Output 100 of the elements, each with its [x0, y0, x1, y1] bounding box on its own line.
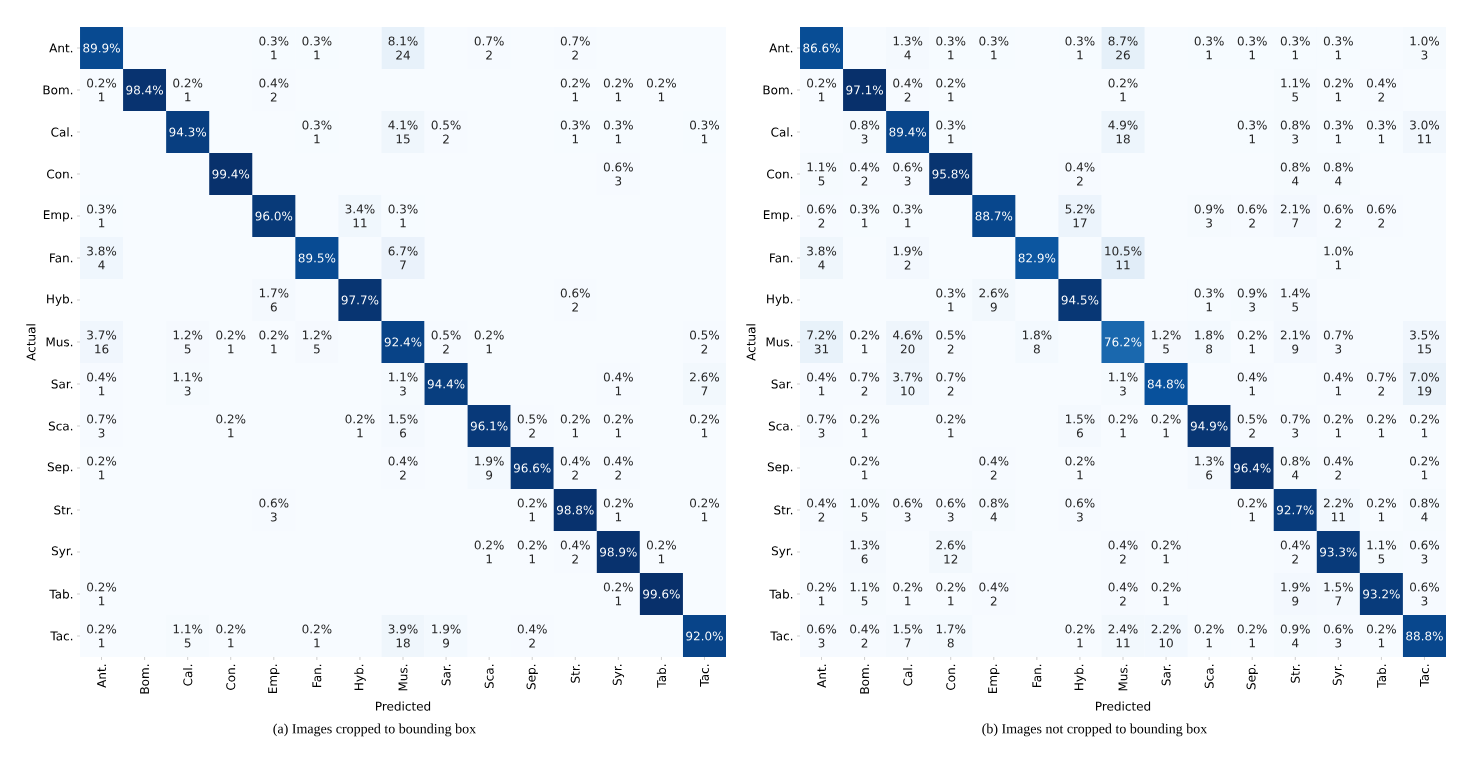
- annotation: 1: [486, 554, 492, 564]
- data-label: 96.6%: [513, 463, 551, 473]
- annotation: 2: [947, 344, 954, 354]
- data-label: 0.3%: [560, 120, 590, 130]
- annotation: 1: [948, 92, 954, 102]
- data-label: 99.4%: [212, 169, 250, 179]
- data-label: 0.6%: [936, 498, 966, 508]
- x-tick-label: Syr.: [612, 664, 625, 686]
- annotation: 1: [1077, 50, 1083, 60]
- annotation: 2: [861, 176, 868, 186]
- data-label: 98.8%: [556, 505, 594, 515]
- annotation: 1: [99, 386, 105, 396]
- data-label: 0.3%: [1323, 120, 1353, 130]
- data-label: 0.2%: [850, 456, 880, 466]
- annotation: 2: [818, 512, 825, 522]
- data-label: 0.6%: [893, 498, 923, 508]
- annotation: 2: [990, 470, 997, 480]
- annotation: 2: [1292, 554, 1298, 564]
- data-label: 6.7%: [388, 246, 418, 256]
- annotation: 1: [1249, 50, 1255, 60]
- y-tick-label: Bom.: [763, 85, 793, 95]
- data-label: 0.4%: [1237, 372, 1267, 382]
- data-label: 0.6%: [1065, 498, 1095, 508]
- data-label: 0.3%: [1194, 36, 1224, 46]
- data-label: 84.8%: [1147, 379, 1185, 389]
- data-label: 1.0%: [850, 498, 880, 508]
- data-label: 0.6%: [807, 624, 837, 634]
- data-label: 1.1%: [850, 582, 880, 592]
- x-tick-label: Str.: [1290, 664, 1300, 683]
- annotation: 1: [99, 92, 105, 102]
- annotation: 2: [572, 554, 578, 564]
- annotation: 3: [400, 386, 406, 396]
- data-label: 0.2%: [1151, 582, 1181, 592]
- data-label: 0.4%: [87, 372, 117, 382]
- x-tick-label: Hyb.: [354, 664, 366, 690]
- data-label: 1.8%: [1022, 330, 1052, 340]
- data-label: 0.2%: [1323, 78, 1353, 88]
- annotation: 2: [400, 470, 406, 480]
- annotation: 1: [1120, 92, 1126, 102]
- data-label: 0.6%: [259, 498, 289, 508]
- data-label: 0.3%: [1194, 288, 1224, 298]
- data-label: 0.9%: [1280, 624, 1310, 634]
- data-label: 0.2%: [646, 540, 676, 550]
- data-label: 0.2%: [1151, 540, 1181, 550]
- annotation: 1: [1120, 428, 1126, 438]
- annotation: 3: [1249, 302, 1256, 312]
- x-tick-label: Cal.: [183, 664, 193, 686]
- data-label: 0.2%: [87, 582, 117, 592]
- annotation: 1: [1249, 344, 1255, 354]
- data-label: 0.2%: [259, 330, 289, 340]
- annotation: 2: [1249, 218, 1255, 228]
- data-label: 88.8%: [1406, 631, 1443, 641]
- annotation: 4: [990, 512, 997, 522]
- x-tick-label: Fan.: [1032, 664, 1042, 687]
- annotation: 1: [948, 50, 954, 60]
- y-tick-label: Tab.: [769, 589, 793, 599]
- data-label: 1.4%: [1281, 288, 1310, 298]
- data-label: 98.9%: [600, 547, 637, 557]
- text: (b) Images not cropped to bounding box: [982, 723, 1208, 737]
- annotation: 2: [990, 596, 997, 606]
- x-tick-label: Fan.: [312, 664, 322, 687]
- x-tick-label: Bom.: [860, 664, 870, 694]
- y-tick-label: Tac.: [50, 631, 73, 641]
- data-label: 0.6%: [893, 162, 923, 172]
- x-tick-label: Tab.: [656, 664, 667, 688]
- data-label: 4.6%: [893, 330, 923, 340]
- y-tick-label: Str.: [774, 505, 793, 515]
- data-label: 0.8%: [850, 120, 880, 130]
- data-label: 0.6%: [560, 288, 590, 298]
- annotation: 10: [901, 386, 915, 396]
- data-label: 0.7%: [807, 414, 837, 424]
- annotation: 9: [1292, 596, 1299, 606]
- data-label: 89.5%: [298, 253, 336, 263]
- data-label: 0.4%: [603, 372, 633, 382]
- data-label: 1.3%: [1195, 456, 1224, 466]
- annotation: 1: [572, 134, 578, 144]
- data-label: 0.2%: [517, 540, 547, 550]
- data-label: 1.2%: [302, 330, 332, 340]
- annotation: 2: [270, 92, 277, 102]
- data-label: 10.5%: [1105, 246, 1142, 256]
- annotation: 3: [1206, 218, 1212, 228]
- y-tick-label: Fan.: [770, 253, 793, 263]
- data-label: 0.2%: [1151, 414, 1181, 424]
- annotation: 3: [1077, 512, 1083, 522]
- annotation: 1: [948, 428, 954, 438]
- data-label: 0.2%: [807, 582, 837, 592]
- data-label: 4.1%: [388, 120, 418, 130]
- data-label: 1.0%: [1324, 246, 1353, 256]
- annotation: 3: [1421, 50, 1428, 60]
- data-label: 2.1%: [1280, 330, 1310, 340]
- annotation: 4: [904, 50, 911, 60]
- data-label: 1.9%: [1281, 582, 1310, 592]
- data-label: 0.2%: [216, 414, 246, 424]
- annotation: 9: [990, 302, 997, 312]
- annotation: 1: [228, 344, 234, 354]
- annotation: 1: [357, 428, 363, 438]
- annotation: 1: [1206, 302, 1212, 312]
- annotation: 6: [1206, 470, 1213, 480]
- annotation: 1: [1335, 260, 1342, 270]
- data-label: 0.8%: [1280, 120, 1310, 130]
